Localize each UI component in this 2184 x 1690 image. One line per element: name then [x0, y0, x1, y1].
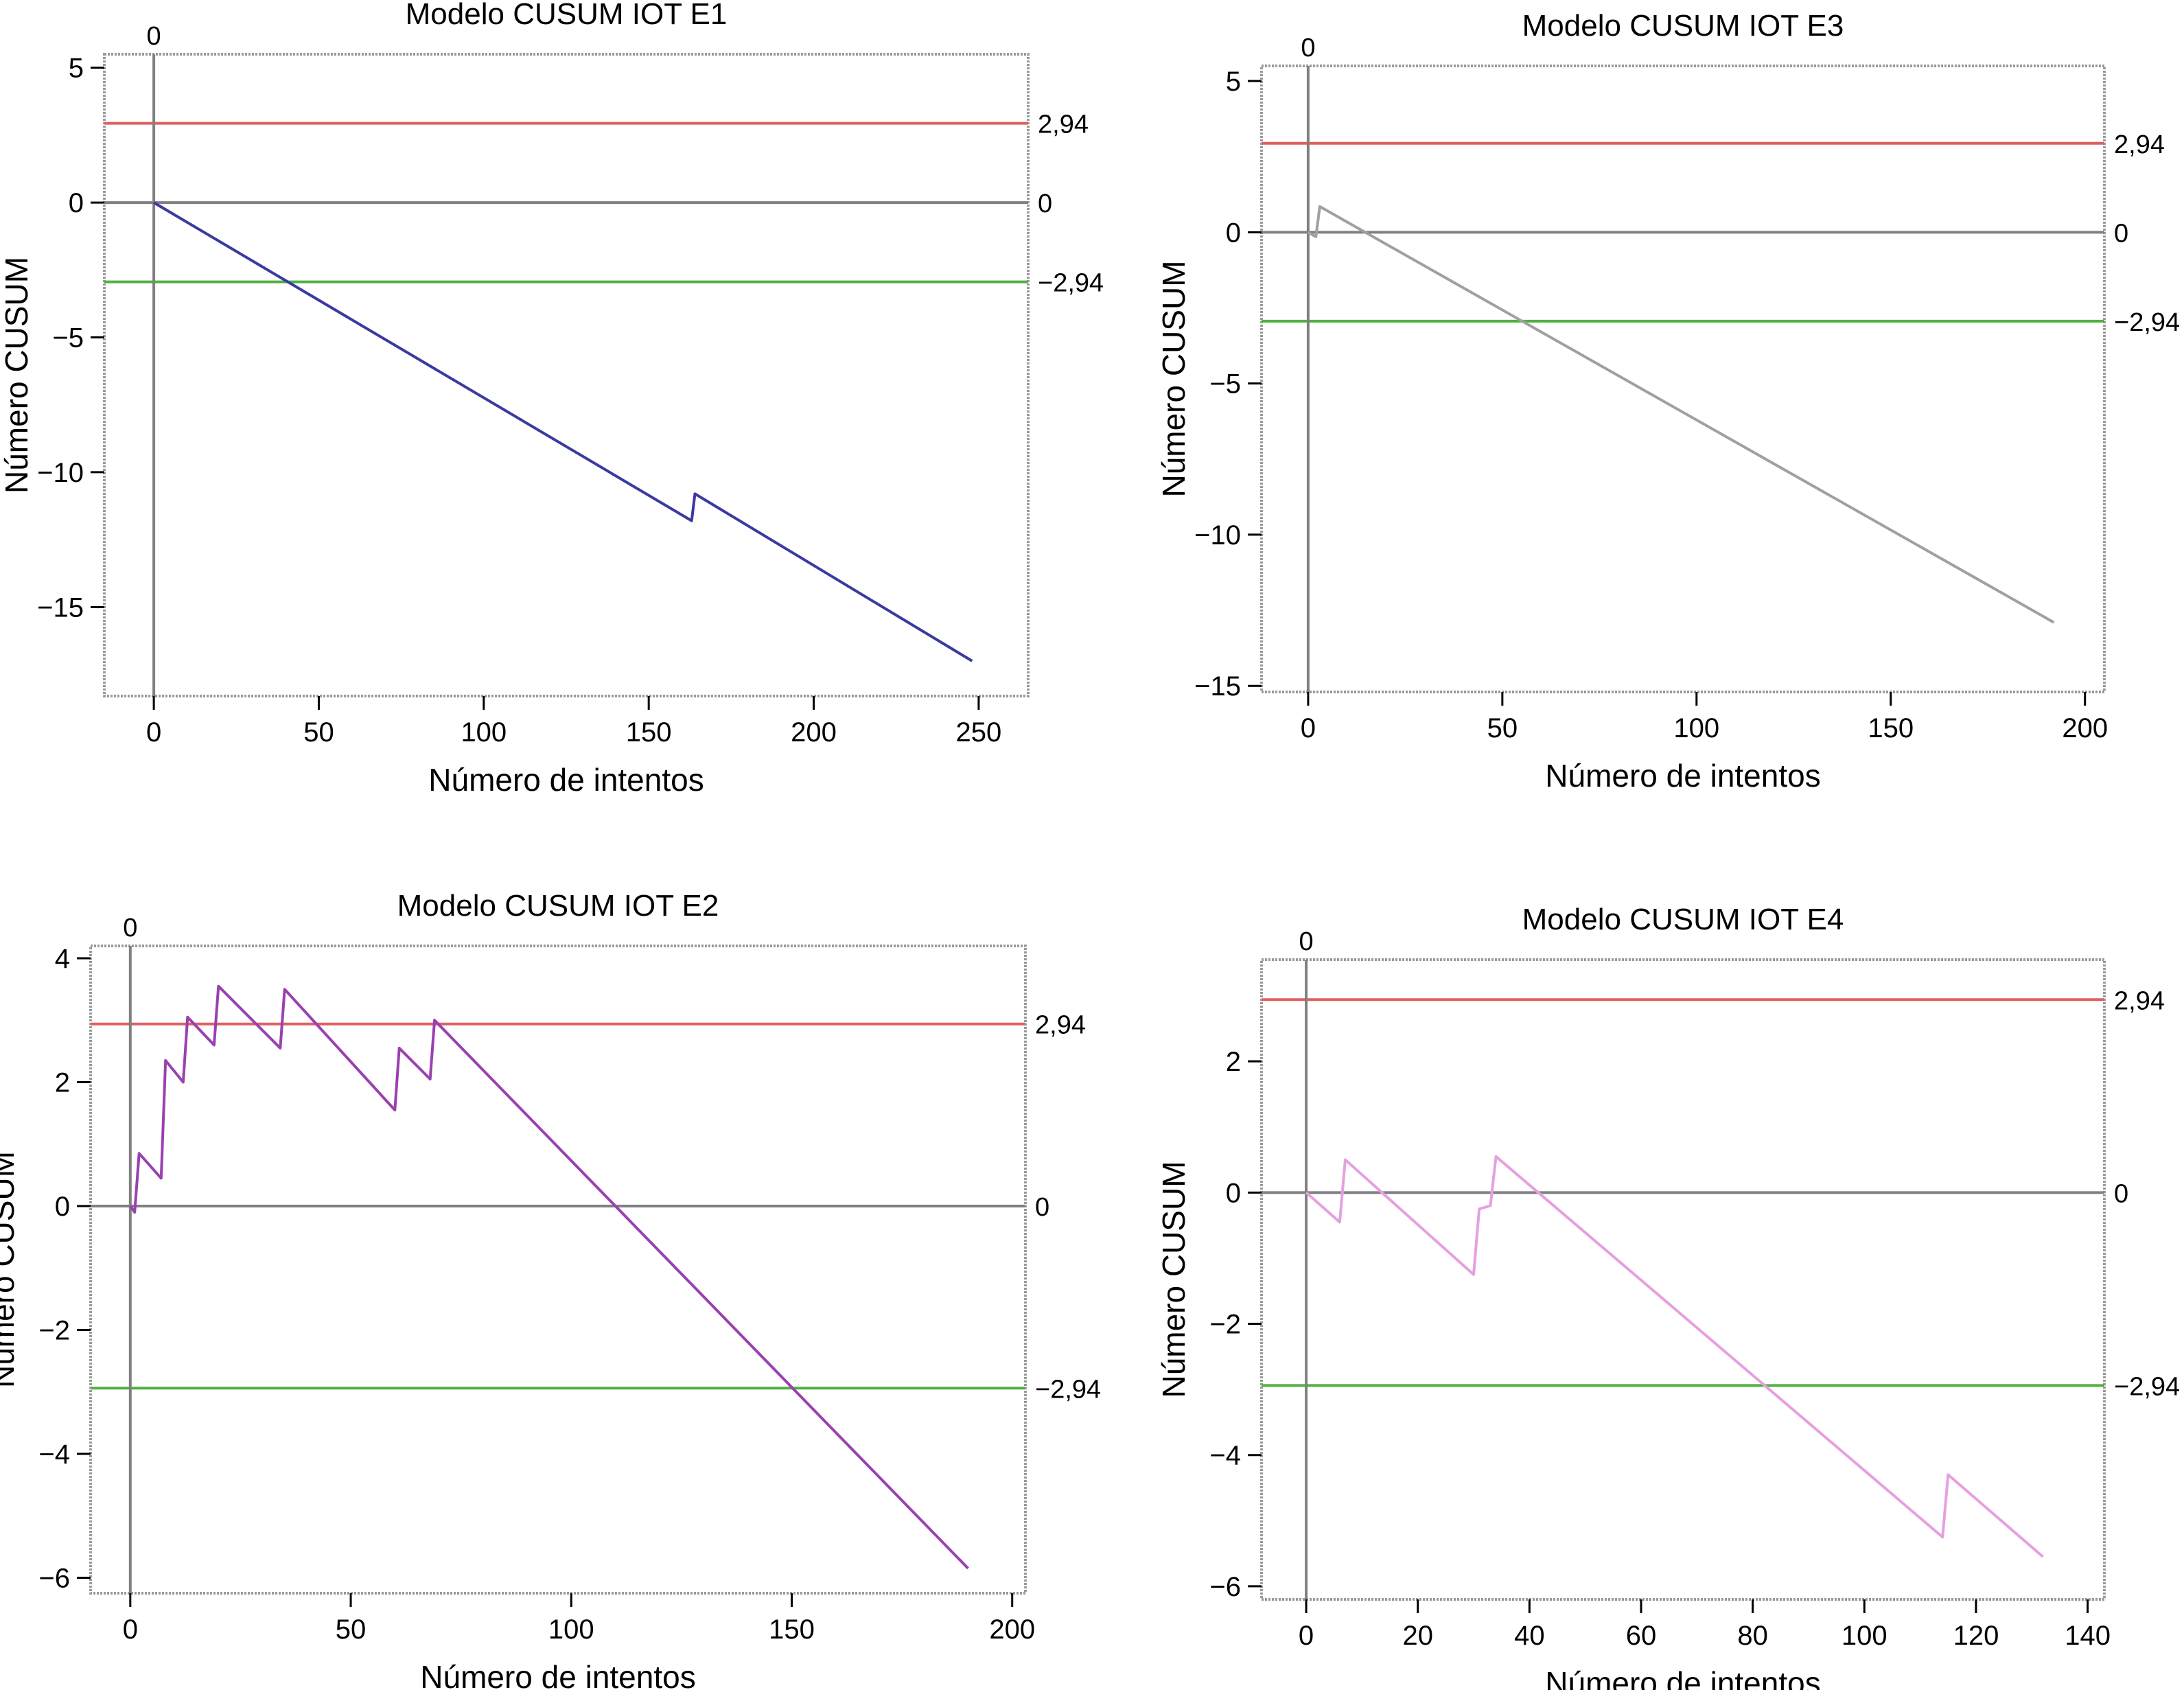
vertical-reference-label: 0	[1299, 927, 1313, 956]
x-tick-label: 100	[1842, 1621, 1887, 1651]
x-tick-label: 200	[791, 717, 837, 748]
y-axis-label: Número CUSUM	[0, 257, 34, 494]
x-tick-label: 50	[336, 1614, 367, 1645]
reference-label-lower: −2,94	[2114, 1372, 2180, 1401]
x-tick-label: 120	[1953, 1621, 1999, 1651]
plot-frame	[103, 53, 1030, 697]
x-tick-label: 100	[1673, 713, 1719, 743]
x-tick-label: 150	[1868, 713, 1914, 743]
y-axis-label: Número CUSUM	[1156, 1161, 1192, 1398]
chart-title: Modelo CUSUM IOT E4	[1522, 903, 1844, 936]
x-tick-label: 100	[461, 717, 507, 748]
y-tick-label: −10	[37, 458, 84, 488]
y-tick-label: −4	[38, 1439, 70, 1470]
chart-title: Modelo CUSUM IOT E2	[397, 889, 719, 923]
y-tick-label: −6	[1209, 1572, 1241, 1602]
x-tick-label: 150	[769, 1614, 815, 1645]
chart-panel-3: 2,94 0 −2,94 0 0 50 100 150 200 4 2 0 −2 −4 −6 Modelo C…	[0, 889, 1101, 1690]
y-tick-label: 0	[1226, 1178, 1241, 1208]
reference-label-lower: −2,94	[1035, 1375, 1101, 1404]
y-tick-label: −15	[1194, 671, 1241, 702]
x-tick-label: 0	[123, 1614, 138, 1645]
x-tick-label: 0	[146, 717, 161, 748]
y-axis-label: Número CUSUM	[0, 1151, 21, 1388]
reference-label-zero: 0	[2114, 219, 2128, 248]
x-tick-label: 0	[1299, 1621, 1314, 1651]
y-tick-label: 4	[55, 944, 70, 974]
x-tick-label: 80	[1737, 1621, 1768, 1651]
reference-label-zero: 0	[2114, 1179, 2128, 1208]
cusum-series-line	[1307, 205, 2055, 624]
x-tick-label: 140	[2065, 1621, 2111, 1651]
reference-label-lower: −2,94	[2114, 308, 2180, 337]
reference-label-lower: −2,94	[1038, 269, 1104, 298]
x-axis-label: Número de intentos	[420, 1659, 695, 1690]
y-tick-label: 2	[55, 1068, 70, 1098]
y-tick-label: 2	[1226, 1047, 1241, 1077]
vertical-reference-label: 0	[123, 914, 137, 942]
y-tick-label: −10	[1194, 520, 1241, 551]
y-tick-label: −15	[37, 592, 84, 623]
x-tick-label: 250	[956, 717, 1002, 748]
x-tick-label: 60	[1626, 1621, 1657, 1651]
reference-label-upper: 2,94	[2114, 986, 2165, 1015]
y-axis-label: Número CUSUM	[1156, 260, 1192, 497]
chart-title: Modelo CUSUM IOT E3	[1522, 9, 1844, 43]
y-tick-label: −4	[1209, 1441, 1241, 1471]
x-tick-label: 50	[303, 717, 334, 748]
x-axis-label: Número de intentos	[1545, 758, 1820, 794]
y-tick-label: 0	[1226, 218, 1241, 248]
x-tick-label: 50	[1487, 713, 1518, 743]
vertical-reference-label: 0	[147, 22, 161, 51]
x-tick-label: 200	[989, 1614, 1035, 1645]
cusum-series-line	[129, 984, 969, 1570]
cusum-series-line	[1305, 1155, 2044, 1558]
plot-frame	[1260, 958, 2106, 1601]
cusum-series-line	[153, 201, 973, 662]
y-tick-label: −5	[1209, 369, 1241, 400]
y-tick-label: 5	[1226, 67, 1241, 97]
vertical-reference-label: 0	[1301, 34, 1315, 62]
y-tick-label: −2	[38, 1315, 70, 1345]
y-tick-label: −2	[1209, 1310, 1241, 1340]
x-tick-label: 20	[1402, 1621, 1433, 1651]
reference-label-upper: 2,94	[2114, 130, 2165, 159]
x-tick-label: 200	[2062, 713, 2108, 743]
x-axis-label: Número de intentos	[1545, 1665, 1820, 1690]
reference-label-upper: 2,94	[1035, 1011, 1086, 1040]
y-tick-label: −6	[38, 1563, 70, 1593]
y-tick-label: 0	[69, 188, 84, 218]
x-tick-label: 150	[626, 717, 672, 748]
reference-label-upper: 2,94	[1038, 111, 1089, 139]
x-tick-label: 40	[1514, 1621, 1545, 1651]
y-tick-label: 0	[55, 1192, 70, 1222]
plot-frame	[89, 945, 1027, 1595]
y-tick-label: −5	[52, 323, 84, 354]
reference-label-zero: 0	[1038, 189, 1052, 218]
x-tick-label: 100	[548, 1614, 594, 1645]
plot-frame	[1260, 65, 2106, 693]
x-tick-label: 0	[1301, 713, 1316, 743]
x-axis-label: Número de intentos	[428, 762, 704, 798]
chart-title: Modelo CUSUM IOT E1	[406, 0, 728, 31]
reference-label-zero: 0	[1035, 1193, 1049, 1222]
y-tick-label: 5	[69, 54, 84, 84]
